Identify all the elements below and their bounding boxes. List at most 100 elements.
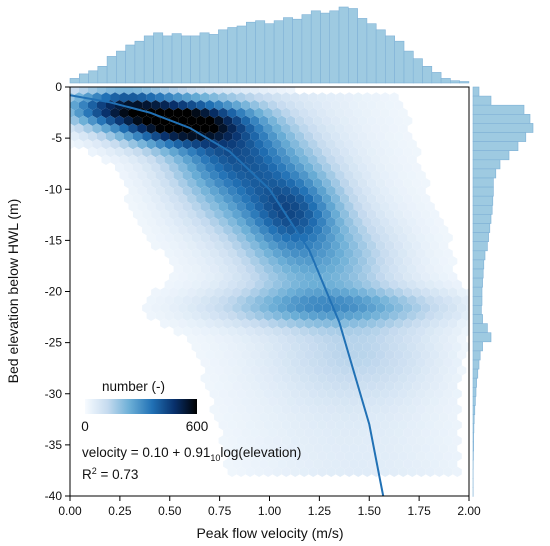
top-histogram-bar bbox=[116, 50, 127, 84]
hexbin-cell bbox=[407, 341, 417, 353]
hexbin-cell bbox=[299, 404, 309, 415]
hexbin-cell bbox=[227, 341, 237, 353]
hexbin-cell bbox=[308, 123, 318, 134]
hexbin-cell bbox=[304, 412, 314, 423]
hexbin-cell bbox=[250, 302, 260, 314]
hexbin-cell bbox=[110, 154, 120, 165]
hexbin-cell bbox=[335, 217, 345, 228]
hexbin-cell bbox=[245, 341, 255, 353]
right-histogram-bar bbox=[472, 314, 483, 324]
hexbin-cell bbox=[290, 123, 300, 134]
hexbin-cell bbox=[160, 100, 170, 111]
hexbin-cell bbox=[250, 380, 260, 392]
hexbin-cell bbox=[142, 162, 152, 173]
hexbin-cell bbox=[263, 357, 273, 368]
hexbin-cell bbox=[376, 256, 386, 267]
hexbin-cell bbox=[245, 295, 255, 306]
hexbin-cell bbox=[385, 458, 395, 470]
y-tick-label: -35 bbox=[45, 438, 63, 452]
hexbin-cell bbox=[268, 443, 278, 454]
hexbin-cell bbox=[232, 302, 242, 314]
hexbin-cell bbox=[191, 248, 201, 259]
hexbin-cell bbox=[290, 279, 300, 290]
hexbin-cell bbox=[425, 404, 435, 415]
hexbin-cell bbox=[344, 248, 354, 259]
hexbin-cell bbox=[344, 123, 354, 134]
hexbin-cell bbox=[448, 412, 458, 423]
hexbin-cell bbox=[191, 185, 201, 197]
hexbin-cell bbox=[254, 388, 264, 399]
hexbin-cell bbox=[425, 419, 435, 431]
hexbin-cell bbox=[389, 310, 399, 321]
hexbin-cell bbox=[155, 295, 165, 306]
hexbin-cell bbox=[259, 349, 269, 360]
hexbin-cell bbox=[187, 87, 197, 95]
hexbin-cell bbox=[281, 263, 291, 275]
hexbin-cell bbox=[353, 357, 363, 368]
hexbin-cell bbox=[191, 217, 201, 228]
hexbin-cell bbox=[227, 388, 237, 399]
hexbin-cell bbox=[250, 318, 260, 329]
hexbin-cell bbox=[430, 334, 440, 345]
hexbin-cell bbox=[263, 154, 273, 165]
hexbin-cell bbox=[416, 451, 426, 462]
hexbin-cell bbox=[295, 458, 305, 470]
hexbin-cell bbox=[389, 217, 399, 228]
hexbin-cell bbox=[250, 256, 260, 267]
hexbin-cell bbox=[155, 123, 165, 134]
hexbin-cell bbox=[430, 256, 440, 267]
hexbin-cell bbox=[452, 357, 462, 368]
hexbin-cell bbox=[268, 131, 278, 142]
hexbin-cell bbox=[92, 139, 102, 150]
hexbin-cell bbox=[128, 185, 138, 197]
hexbin-cell bbox=[389, 232, 399, 243]
hexbin-cell bbox=[443, 373, 453, 384]
hexbin-cell bbox=[344, 373, 354, 384]
hexbin-cell bbox=[272, 295, 282, 306]
hexbin-cell bbox=[160, 87, 170, 95]
hexbin-cell bbox=[277, 193, 287, 204]
hexbin-cell bbox=[398, 326, 408, 337]
hexbin-cell bbox=[398, 263, 408, 275]
hexbin-cell bbox=[443, 341, 453, 353]
hexbin-cell bbox=[272, 154, 282, 165]
hexbin-cell bbox=[290, 466, 300, 477]
hexbin-cell bbox=[371, 232, 381, 243]
hexbin-density-layer bbox=[70, 87, 469, 477]
hexbin-cell bbox=[133, 131, 143, 142]
hexbin-cell bbox=[412, 302, 422, 314]
hexbin-cell bbox=[299, 388, 309, 399]
hexbin-cell bbox=[187, 131, 197, 142]
hexbin-cell bbox=[196, 256, 206, 267]
hexbin-cell bbox=[209, 170, 219, 181]
hexbin-cell bbox=[160, 302, 170, 314]
hexbin-cell bbox=[205, 318, 215, 329]
hexbin-cell bbox=[398, 310, 408, 321]
hexbin-cell bbox=[308, 107, 318, 119]
hexbin-cell bbox=[268, 100, 278, 111]
top-histogram-bar bbox=[403, 50, 414, 84]
hexbin-cell bbox=[137, 217, 147, 228]
right-histogram-bar bbox=[472, 359, 480, 370]
hexbin-cell bbox=[173, 295, 183, 306]
hexbin-cell bbox=[209, 92, 219, 103]
hexbin-cell bbox=[304, 131, 314, 142]
hexbin-cell bbox=[308, 357, 318, 368]
hexbin-cell bbox=[83, 107, 93, 119]
hexbin-cell bbox=[362, 217, 372, 228]
hexbin-cell bbox=[331, 115, 341, 126]
hexbin-cell bbox=[380, 263, 390, 275]
hexbin-cell bbox=[218, 123, 228, 134]
hexbin-cell bbox=[313, 178, 323, 189]
hexbin-cell bbox=[205, 115, 215, 126]
hexbin-cell bbox=[245, 388, 255, 399]
hexbin-cell bbox=[326, 107, 336, 119]
hexbin-cell bbox=[331, 146, 341, 158]
hexbin-cell bbox=[272, 263, 282, 275]
hexbin-cell bbox=[322, 443, 332, 454]
hexbin-cell bbox=[200, 170, 210, 181]
hexbin-cell bbox=[295, 349, 305, 360]
hexbin-cell bbox=[335, 139, 345, 150]
right-histogram-bar bbox=[472, 214, 492, 224]
hexbin-cell bbox=[304, 427, 314, 438]
